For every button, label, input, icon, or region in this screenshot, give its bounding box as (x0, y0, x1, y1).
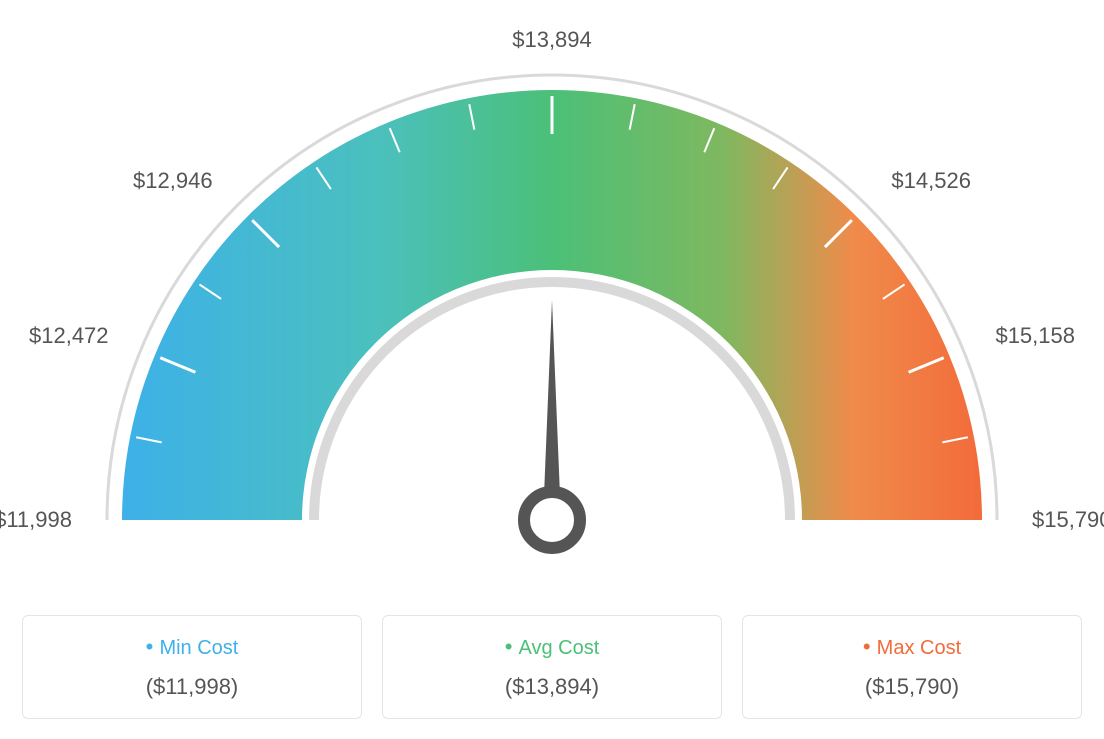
legend-value-avg: ($13,894) (393, 674, 711, 700)
legend-card-min: Min Cost ($11,998) (22, 615, 362, 719)
gauge-tick-label: $15,158 (995, 323, 1075, 349)
legend-card-avg: Avg Cost ($13,894) (382, 615, 722, 719)
gauge-svg (22, 20, 1082, 580)
legend-row: Min Cost ($11,998) Avg Cost ($13,894) Ma… (22, 615, 1082, 719)
gauge-chart: $11,998$12,472$12,946$13,894$14,526$15,1… (22, 20, 1082, 585)
legend-value-min: ($11,998) (33, 674, 351, 700)
legend-label-max: Max Cost (753, 634, 1071, 660)
gauge-tick-label: $15,790 (1032, 507, 1104, 533)
gauge-tick-label: $12,946 (133, 168, 213, 194)
gauge-tick-label: $12,472 (29, 323, 109, 349)
gauge-tick-label: $11,998 (0, 507, 72, 533)
legend-label-min: Min Cost (33, 634, 351, 660)
gauge-tick-label: $13,894 (512, 27, 592, 53)
legend-label-avg: Avg Cost (393, 634, 711, 660)
gauge-tick-label: $14,526 (891, 168, 971, 194)
legend-card-max: Max Cost ($15,790) (742, 615, 1082, 719)
legend-value-max: ($15,790) (753, 674, 1071, 700)
